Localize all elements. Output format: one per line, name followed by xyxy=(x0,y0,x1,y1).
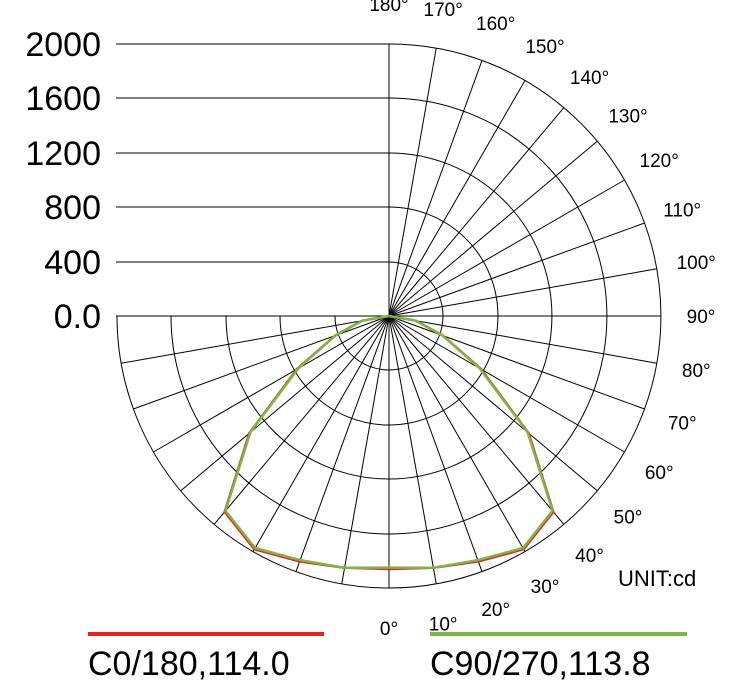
angle-tick-label: 140° xyxy=(570,68,609,89)
angle-tick-label: 100° xyxy=(677,253,716,274)
grid-spoke-left xyxy=(181,316,389,491)
angle-tick-label: 80° xyxy=(682,361,711,382)
angle-tick-label: 110° xyxy=(663,200,701,221)
grid-spoke-right xyxy=(389,141,597,316)
angle-tick-label: 120° xyxy=(640,151,679,172)
grid-spoke-right xyxy=(389,108,564,316)
radial-tick-label: 1600 xyxy=(25,80,101,118)
angle-tick-label: 180° xyxy=(369,0,408,16)
angle-tick-label: 30° xyxy=(531,577,560,598)
angle-tick-label: 90° xyxy=(687,307,716,328)
legend-label: C90/270,113.8 xyxy=(430,645,651,683)
angle-tick-labels: 0° 10°20°30°40°50°60°70°80°90°100°110°120… xyxy=(369,0,716,640)
grid-spoke-right xyxy=(389,316,597,491)
angle-tick-label: 150° xyxy=(525,37,564,58)
angle-tick-label: 60° xyxy=(645,463,674,484)
angle-tick-label: 170° xyxy=(424,0,463,21)
legend: C0/180,114.0 C90/270,113.8 xyxy=(88,634,687,683)
angle-tick-label: 20° xyxy=(481,600,510,621)
angle-tick-label: 50° xyxy=(614,508,643,529)
angle-tick-label: 0° xyxy=(380,619,398,640)
grid-spoke-right xyxy=(389,316,564,524)
radial-tick-label: 2000 xyxy=(25,26,101,64)
radial-tick-label: 0.0 xyxy=(54,298,101,336)
radial-tick-label: 400 xyxy=(44,244,101,282)
radial-tick-label: 800 xyxy=(44,189,101,227)
unit-label: UNIT:cd xyxy=(618,566,696,591)
radial-tick-label: 1200 xyxy=(25,135,101,173)
angle-tick-label: 40° xyxy=(575,546,604,567)
legend-label: C0/180,114.0 xyxy=(88,645,290,683)
grid-spoke-left xyxy=(214,316,389,524)
angle-tick-label: 70° xyxy=(668,414,697,435)
radial-tick-labels: 2000 1600 1200 800 400 0.0 xyxy=(25,26,101,336)
angle-tick-label: 130° xyxy=(608,106,647,127)
angle-tick-label: 160° xyxy=(476,14,515,35)
